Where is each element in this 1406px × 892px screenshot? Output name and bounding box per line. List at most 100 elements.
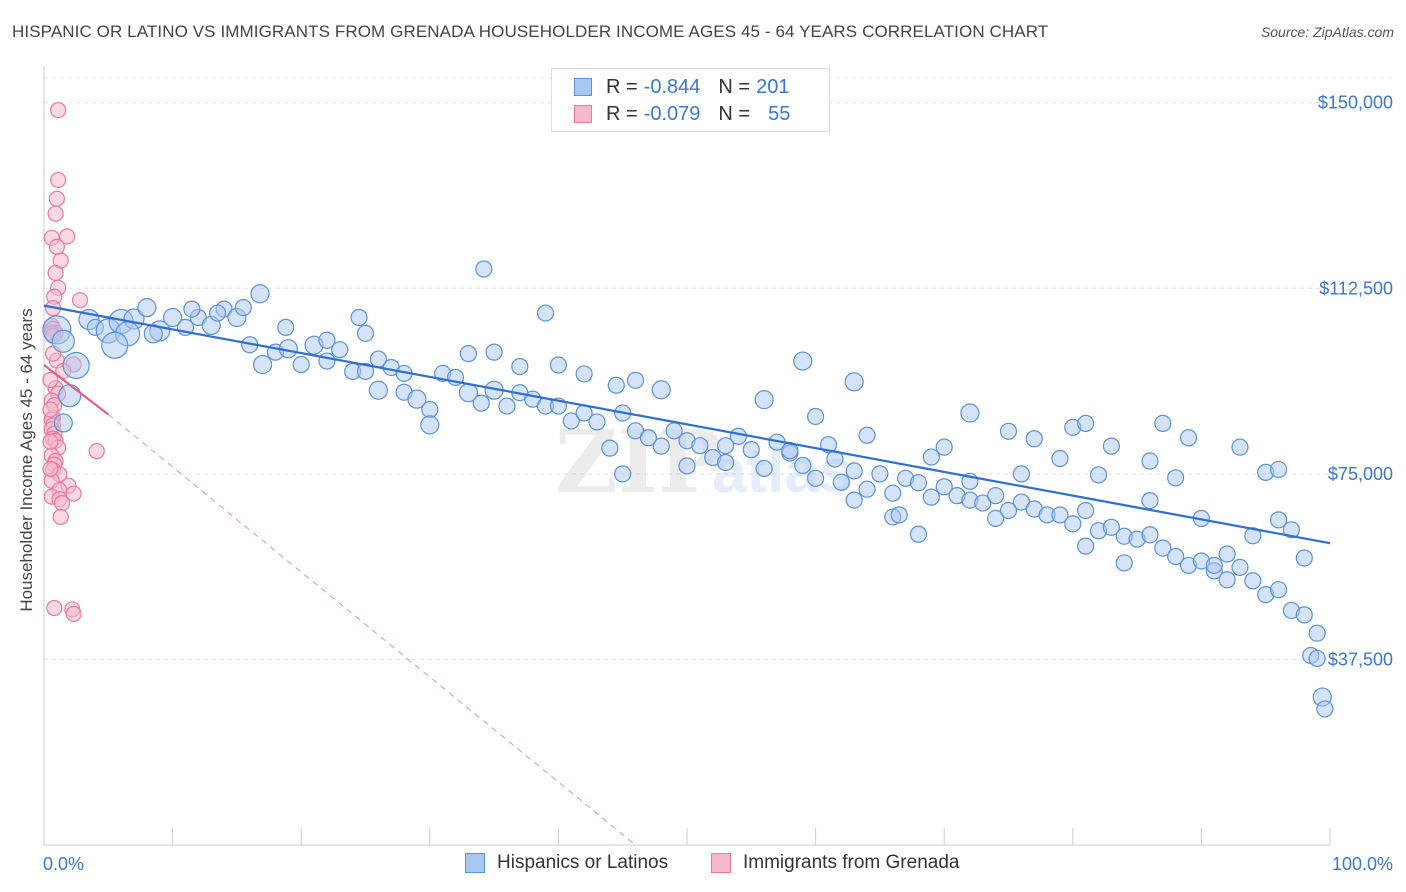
hispanic-point <box>356 324 375 342</box>
tick-labels: $37,500 $75,000 $112,500 $150,000 0.0% 100.0% <box>43 93 1393 874</box>
hispanic-point <box>1269 581 1288 599</box>
x-tick-label: 100.0% <box>1332 854 1393 874</box>
grenada-point <box>48 238 65 255</box>
hispanic-point <box>793 351 813 371</box>
hispanic-point <box>651 380 671 400</box>
hispanic-point <box>1295 549 1313 567</box>
hispanic-point <box>1077 537 1095 555</box>
legend-n-label: N = <box>718 102 751 125</box>
grenada-point <box>42 401 59 418</box>
hispanic-point <box>987 487 1005 505</box>
hispanic-point <box>369 350 387 368</box>
hispanic-point <box>234 299 252 317</box>
hispanic-point <box>350 308 368 327</box>
hispanic-point <box>1218 545 1236 563</box>
hispanic-point <box>1205 556 1223 575</box>
hispanic-point <box>884 484 902 502</box>
hispanic-point <box>716 453 735 472</box>
stats-legend: R = -0.844 N = 201 R = -0.079 N = 55 <box>551 68 830 132</box>
hispanic-point <box>253 354 273 375</box>
hispanic-point <box>601 439 619 457</box>
hispanic-point <box>678 457 696 475</box>
hispanic-point <box>729 427 748 445</box>
hispanic-point <box>1282 521 1301 539</box>
hispanic-point <box>755 459 773 478</box>
chart-title: HISPANIC OR LATINO VS IMMIGRANTS FROM GR… <box>12 22 1049 41</box>
hispanic-point <box>626 371 645 389</box>
hispanic-point <box>459 345 477 363</box>
hispanic-point <box>1316 700 1334 718</box>
hispanic-point <box>639 429 658 447</box>
source-label: Source: ZipAtlas.com <box>1260 24 1394 40</box>
grenada-point <box>42 371 59 388</box>
hispanic-point <box>1179 429 1198 447</box>
legend-swatch-pink <box>574 105 592 123</box>
hispanic-point <box>858 480 876 498</box>
hispanic-point <box>1308 649 1326 668</box>
hispanic-point <box>472 394 490 412</box>
hispanic-point <box>652 437 670 455</box>
grenada-point <box>65 485 82 502</box>
hispanic-point <box>987 509 1005 528</box>
hispanic-point <box>1025 430 1043 448</box>
legend-label-hispanic: Hispanics or Latinos <box>497 852 669 873</box>
y-axis-label: Householder Income Ages 45 - 64 years <box>17 308 36 611</box>
legend-row-hispanic: R = -0.844 N = 201 <box>574 74 795 100</box>
legend-r-value: -0.079 <box>643 102 701 125</box>
hispanic-point <box>407 389 427 409</box>
hispanic-point <box>368 380 388 400</box>
hispanic-point <box>511 357 529 376</box>
hispanic-point <box>475 260 493 278</box>
hispanic-point <box>575 365 593 383</box>
hispanic-point <box>806 407 825 426</box>
grenada-point <box>50 102 67 119</box>
hispanic-point <box>909 525 928 543</box>
legend-swatch-blue <box>574 78 592 96</box>
hispanic-points <box>42 260 1334 718</box>
hispanic-point <box>277 318 295 336</box>
hispanic-point <box>420 415 440 435</box>
hispanic-point <box>1064 515 1082 533</box>
hispanic-point <box>1102 518 1120 536</box>
hispanic-point <box>1218 571 1236 589</box>
hispanic-point <box>183 300 201 318</box>
legend-swatch-blue <box>465 853 485 873</box>
trend-lines <box>43 304 1331 846</box>
hispanic-point <box>1102 437 1120 455</box>
hispanic-point <box>909 474 928 492</box>
hispanic-trend-line <box>43 304 1331 545</box>
legend-swatch-pink <box>711 853 731 873</box>
hispanic-point <box>960 403 980 423</box>
legend-n-value: 201 <box>756 75 790 98</box>
hispanic-point <box>1089 466 1108 484</box>
hispanic-point <box>58 384 82 408</box>
hispanic-point <box>845 491 863 509</box>
hispanic-point <box>691 437 709 455</box>
legend-n-value: 55 <box>768 102 791 125</box>
hispanic-point <box>1308 624 1326 642</box>
legend-r-label: R = <box>606 75 638 98</box>
hispanic-point <box>890 506 908 524</box>
hispanic-point <box>250 284 270 304</box>
hispanic-point <box>137 298 157 318</box>
hispanic-point <box>845 462 863 480</box>
hispanic-point <box>1141 526 1159 544</box>
hispanic-point <box>806 469 825 487</box>
hispanic-point <box>536 304 555 322</box>
legend-label-grenada: Immigrants from Grenada <box>743 852 960 873</box>
grenada-point <box>47 205 64 222</box>
hispanic-point <box>331 341 349 359</box>
hispanic-point <box>1231 558 1249 576</box>
y-tick-label: $75,000 <box>1328 464 1393 484</box>
grenada-point <box>46 599 63 617</box>
hispanic-point <box>1154 539 1172 557</box>
hispanic-point <box>356 362 375 381</box>
grenada-trend-extension <box>107 414 636 846</box>
hispanic-point <box>562 412 580 430</box>
hispanic-point <box>1115 554 1133 572</box>
hispanic-point <box>1051 506 1069 524</box>
hispanic-point <box>922 448 940 466</box>
grenada-point <box>52 508 69 526</box>
legend-r-label: R = <box>606 102 638 125</box>
